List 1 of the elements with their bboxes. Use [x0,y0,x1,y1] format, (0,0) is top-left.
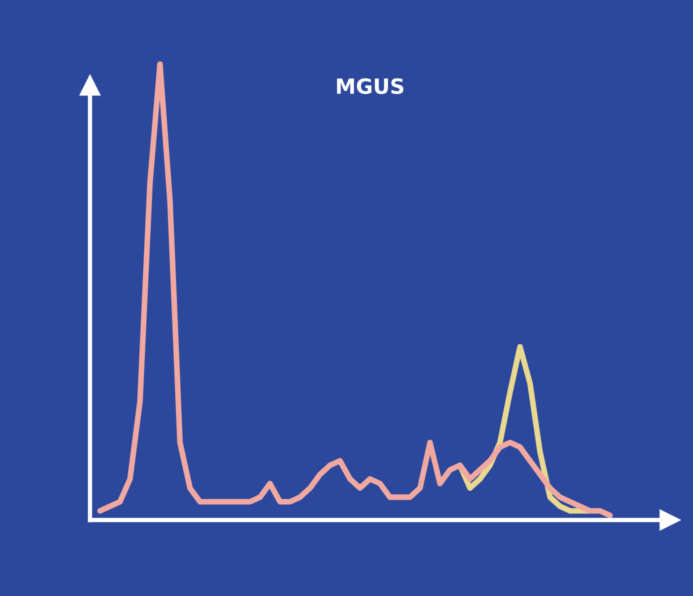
text: MGUS [337,78,404,94]
